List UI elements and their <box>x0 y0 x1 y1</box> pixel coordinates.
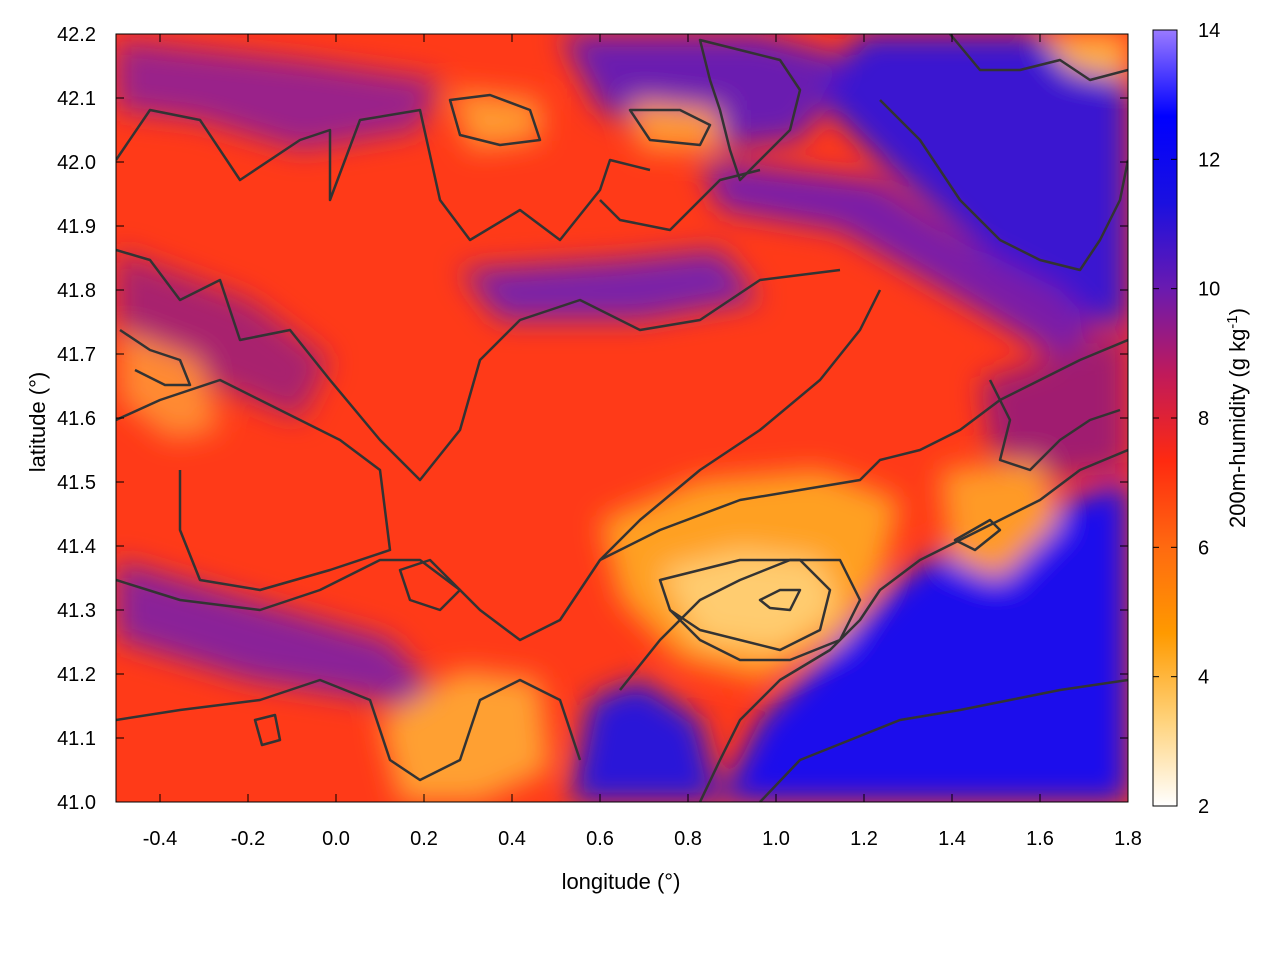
humidity-patch-blue-ne <box>820 34 1128 330</box>
x-tick-label: 1.0 <box>762 828 790 850</box>
contour-line <box>599 168 761 232</box>
x-tick-label: 1.8 <box>1114 828 1142 850</box>
colorbar-title-tail: ) <box>1225 308 1250 315</box>
x-tick-label: 0.2 <box>410 828 438 850</box>
colorbar-tick-label: 12 <box>1198 149 1220 171</box>
colorbar-tick-label: 14 <box>1198 20 1220 42</box>
y-tick-label: 41.1 <box>57 728 96 750</box>
y-tick-label: 41.9 <box>57 216 96 238</box>
colorbar-tick-label: 2 <box>1198 796 1209 818</box>
y-tick-label: 42.0 <box>57 152 96 174</box>
x-tick-label: 0.4 <box>498 828 526 850</box>
y-tick-label: 41.3 <box>57 600 96 622</box>
x-tick-label: 0.8 <box>674 828 702 850</box>
colorbar-tick-label: 6 <box>1198 537 1209 559</box>
contour-line <box>658 558 832 652</box>
x-axis-title: longitude (°) <box>562 869 681 894</box>
contour-line <box>619 558 862 691</box>
y-tick-label: 42.2 <box>57 24 96 46</box>
y-axis-title: latitude (°) <box>25 372 50 473</box>
colorbar-title-sup: -1 <box>1224 315 1241 328</box>
x-tick-label: 1.4 <box>938 828 966 850</box>
contour-line <box>879 99 1128 272</box>
y-tick-label: 41.0 <box>57 792 96 814</box>
contour-lines <box>116 34 1128 802</box>
contour-line <box>628 108 712 147</box>
humidity-patch-blue-south <box>570 680 720 802</box>
colorbar-tick-label: 8 <box>1198 408 1209 430</box>
x-tick-label: 0.0 <box>322 828 350 850</box>
humidity-patch-blue-se-sea <box>720 480 1128 802</box>
humidity-patch-yellow-dry-core <box>660 550 840 650</box>
contour-line <box>988 379 1121 472</box>
colorbar-title: 200m-humidity (g kg-1) <box>1224 308 1250 528</box>
contour-line <box>116 678 582 782</box>
x-tick-label: -0.2 <box>231 828 265 850</box>
humidity-patch-purple-east <box>980 330 1128 480</box>
contour-line <box>398 558 462 612</box>
contour-line <box>116 378 392 592</box>
contour-line <box>759 678 1128 802</box>
contour-line <box>758 588 802 612</box>
y-tick-label: 41.7 <box>57 344 96 366</box>
y-tick-label: 41.4 <box>57 536 96 558</box>
contour-line <box>698 448 1128 802</box>
x-tick-label: 1.2 <box>850 828 878 850</box>
humidity-patch-purple-ne-band <box>700 160 1100 360</box>
humidity-patch-purple-sw <box>116 560 460 720</box>
humidity-patch-orange-ne-corner <box>1040 34 1128 80</box>
contour-line <box>953 518 1002 552</box>
y-axis: 41.0 41.1 41.2 41.3 41.4 41.5 41.6 41.7 41.8 41.9… <box>57 24 1128 814</box>
contour-line <box>949 34 1128 82</box>
contour-line <box>116 108 651 242</box>
y-tick-label: 41.8 <box>57 280 96 302</box>
y-tick-label: 41.6 <box>57 408 96 430</box>
contour-line <box>599 338 1128 562</box>
contour-line <box>119 328 192 387</box>
x-axis: -0.4 -0.2 0.0 0.2 0.4 0.6 0.8 1.0 1.2 1.4 1.6 1.8 <box>143 34 1142 850</box>
y-tick-label: 41.5 <box>57 472 96 494</box>
colorbar-ticks: 2 4 6 8 10 12 14 <box>1153 20 1220 818</box>
y-tick-label: 42.1 <box>57 88 96 110</box>
colorbar: 2 4 6 8 10 12 14 200m-humidity (g kg-1) <box>1152 20 1250 818</box>
colorbar-title-main: 200m-humidity (g kg <box>1225 329 1250 528</box>
humidity-patch-purple-west-band <box>116 250 330 420</box>
humidity-patch-orange-south <box>380 670 550 802</box>
contour-line <box>116 248 841 482</box>
humidity-patch-orange-north-2 <box>630 100 720 150</box>
contour-line <box>448 93 542 147</box>
contour-line <box>116 289 882 642</box>
y-tick-label: 41.2 <box>57 664 96 686</box>
x-tick-label: 1.6 <box>1026 828 1054 850</box>
contour-line <box>253 713 282 747</box>
contour-line <box>698 38 802 182</box>
colorbar-tick-label: 10 <box>1198 279 1220 301</box>
x-tick-label: 0.6 <box>586 828 614 850</box>
humidity-patch-purple-center <box>460 250 760 320</box>
x-tick-label: -0.4 <box>143 828 177 850</box>
colorbar-tick-label: 4 <box>1198 667 1209 689</box>
